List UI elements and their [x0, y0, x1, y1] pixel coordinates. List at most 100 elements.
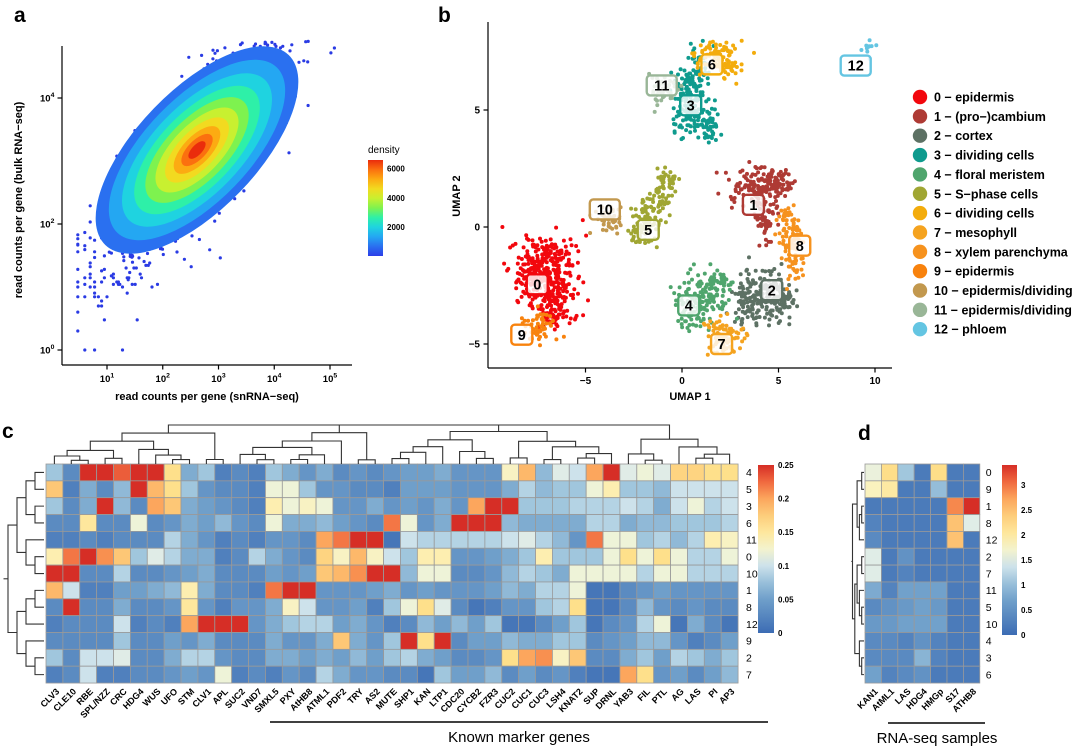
b-y-axis-label: UMAP 2: [451, 175, 463, 216]
b-cluster-2-label: 2: [760, 278, 784, 302]
svg-text:5: 5: [474, 106, 480, 117]
b-legend-entry-3: 3 − dividing cells: [934, 149, 1034, 163]
b-legend-swatch-8: [912, 244, 928, 259]
rnaseq-sample-heatmap: 0918122711510436KAN1AtML1LASHDG4HMGpS17A…: [851, 463, 1033, 747]
b-cluster-6-label: 6: [700, 53, 724, 76]
d-row-label: 11: [986, 585, 997, 597]
b-cluster-3-points: [668, 38, 724, 145]
c-caption: Known marker genes: [448, 729, 590, 746]
svg-text:100: 100: [40, 344, 55, 356]
b-cluster-7-label: 7: [709, 332, 734, 356]
a-density-legend-title: density: [368, 145, 400, 156]
c-row-labels: 4 5 3 6 11 0 10 1 8 12 9 2 7: [746, 467, 758, 681]
b-legend-swatch-3: [912, 147, 928, 163]
d-row-label: 10: [986, 619, 998, 631]
c-column-label: LAS: [683, 686, 703, 706]
svg-text:8: 8: [796, 239, 804, 255]
d-row-label: 7: [986, 568, 992, 580]
svg-text:−5: −5: [469, 340, 481, 351]
d-colorbar-tick: 1: [1021, 581, 1026, 590]
b-legend-swatch-9: [912, 263, 928, 279]
svg-text:0: 0: [533, 278, 541, 294]
b-legend-swatch-5: [912, 186, 928, 201]
b-legend-swatch-0: [912, 89, 928, 105]
c-column-label: PDF2: [325, 686, 348, 709]
c-row-label: 12: [746, 619, 758, 631]
c-row-label: 0: [746, 551, 752, 563]
d-colorbar-tick: 3: [1021, 481, 1026, 490]
c-column-label: YAB3: [612, 686, 635, 709]
svg-text:1: 1: [749, 198, 757, 214]
d-colorbar-tick: 1.5: [1021, 556, 1033, 565]
d-caption: RNA-seq samples: [877, 730, 998, 747]
svg-text:7: 7: [718, 337, 726, 353]
d-row-label: 5: [986, 602, 992, 614]
svg-text:105: 105: [323, 373, 338, 385]
svg-text:2: 2: [768, 283, 776, 299]
b-legend-entry-5: 5 − S−phase cells: [934, 187, 1038, 201]
b-legend-entry-2: 2 − cortex: [934, 129, 993, 143]
b-legend-swatch-6: [912, 205, 928, 221]
b-legend-entry-9: 9 − epidermis: [934, 265, 1014, 279]
c-column-labels: CLV3CLE10RBESPL/NZZCRCHDG4WUSUFOSTMCLV1A…: [38, 686, 736, 720]
b-cluster-12-label: 12: [839, 54, 872, 77]
b-legend-swatch-10: [912, 283, 928, 298]
b-cluster-11-label: 11: [645, 74, 678, 97]
c-row-label: 2: [746, 653, 752, 665]
density-scatter-plot: 101 102 103 104 105 100 102 104 read counts per …: [13, 39, 405, 403]
c-row-label: 8: [746, 602, 752, 614]
svg-text:102: 102: [40, 218, 55, 230]
b-cluster-0-label: 0: [525, 273, 549, 296]
svg-text:3: 3: [687, 99, 695, 115]
svg-text:6: 6: [708, 58, 716, 74]
b-cluster-4-label: 4: [677, 294, 701, 317]
b-legend-swatch-12: [912, 322, 928, 337]
a-density-colorbar: [368, 160, 383, 256]
svg-text:102: 102: [156, 373, 171, 385]
svg-text:11: 11: [654, 79, 669, 95]
panel-c-label: c: [2, 420, 14, 443]
c-column-dendrogram: [53, 424, 731, 464]
d-heatmap-cells: [864, 463, 981, 684]
b-cluster-10-label: 10: [588, 198, 622, 221]
c-column-label: SHP1: [392, 686, 416, 710]
svg-text:4: 4: [685, 299, 693, 315]
b-axes: [483, 22, 892, 373]
d-colorbar-tick: 2.5: [1021, 506, 1033, 515]
d-row-label: 6: [986, 669, 992, 681]
c-column-label: TRY: [346, 686, 366, 706]
b-legend-entry-6: 6 − dividing cells: [934, 207, 1034, 221]
a-x-axis-label: read counts per gene (snRNA−seq): [115, 391, 299, 403]
c-column-label: UFO: [159, 686, 180, 707]
c-column-label: FIL: [635, 686, 652, 703]
d-row-label: 4: [986, 636, 992, 648]
d-colorbar-tick: 0.5: [1021, 606, 1033, 615]
b-legend-swatch-4: [912, 167, 928, 182]
c-row-label: 10: [746, 568, 758, 580]
b-legend-entry-10: 10 − epidermis/dividing: [934, 284, 1073, 298]
c-colorbar: [758, 465, 774, 633]
d-colorbar: [1002, 465, 1017, 635]
b-cluster-5-label: 5: [636, 218, 660, 242]
a-y-axis-label: read counts per gene (bulk RNA−seq): [13, 101, 25, 298]
c-colorbar-tick: 0: [778, 629, 783, 638]
b-x-axis-label: UMAP 1: [669, 391, 710, 403]
panel-b-label: b: [438, 4, 451, 27]
svg-text:0: 0: [474, 223, 480, 234]
c-heatmap-cells: [45, 463, 739, 684]
b-legend-entry-4: 4 − floral meristem: [934, 168, 1045, 182]
svg-text:104: 104: [267, 373, 282, 385]
svg-text:5: 5: [776, 376, 782, 387]
d-row-label: 12: [986, 535, 998, 547]
a-density-core: [95, 46, 299, 254]
b-legend-swatch-2: [912, 128, 928, 143]
c-column-label: WUS: [141, 686, 163, 708]
d-row-dendrogram: [851, 471, 864, 676]
b-legend-entry-1: 1 − (pro−)cambium: [934, 110, 1046, 124]
c-column-label: CLV1: [190, 686, 213, 709]
svg-text:5: 5: [644, 223, 652, 239]
b-legend-swatch-7: [912, 225, 928, 240]
